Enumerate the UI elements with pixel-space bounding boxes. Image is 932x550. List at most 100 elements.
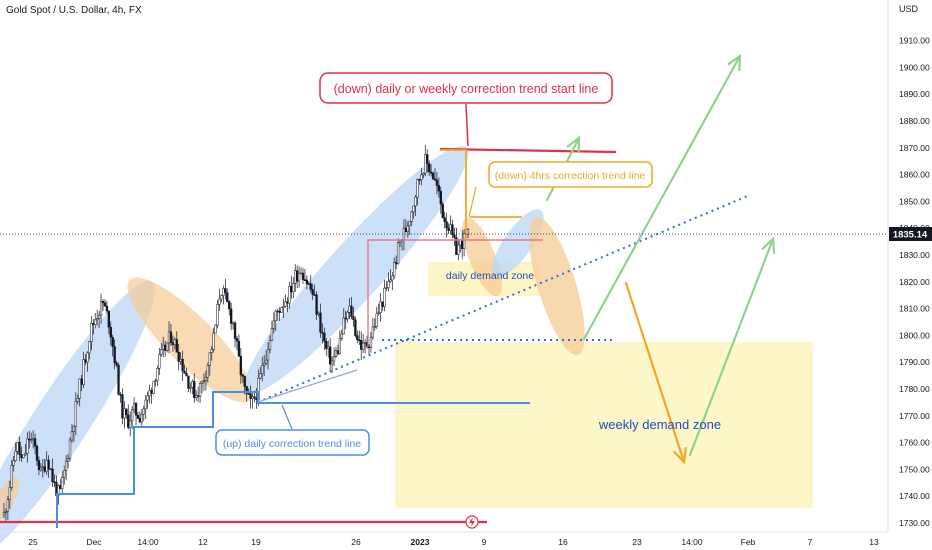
candle xyxy=(424,144,427,177)
candle xyxy=(154,378,157,387)
candle xyxy=(301,267,305,285)
candle xyxy=(187,375,190,393)
candle xyxy=(125,408,128,419)
candlestick-series xyxy=(2,144,470,521)
candle xyxy=(466,227,470,239)
candle xyxy=(276,308,279,321)
x-tick-label: 14:00 xyxy=(137,537,159,547)
candle xyxy=(327,340,330,358)
candle xyxy=(445,212,448,238)
candle xyxy=(177,343,180,371)
candle xyxy=(214,324,217,334)
lightning-icon[interactable] xyxy=(465,515,479,529)
candle xyxy=(64,455,68,481)
red-callout-pointer xyxy=(465,103,469,147)
candle xyxy=(204,370,208,391)
y-tick-label: 1860.00 xyxy=(899,170,930,180)
candle xyxy=(418,178,421,185)
candle xyxy=(362,333,365,354)
candle xyxy=(292,277,295,299)
y-tick-label: 1800.00 xyxy=(899,330,930,340)
last-price-tag: 1835.14 xyxy=(889,227,932,241)
candle xyxy=(315,291,318,320)
red-support-line xyxy=(367,239,543,347)
blue-wave-base-line xyxy=(257,369,358,403)
candle xyxy=(383,279,386,312)
candle xyxy=(158,348,161,375)
candle xyxy=(14,442,17,462)
wave-highlights xyxy=(0,145,585,550)
candle xyxy=(231,321,235,330)
candle xyxy=(437,177,441,198)
candle xyxy=(105,300,109,314)
candle xyxy=(410,210,413,226)
candle xyxy=(130,406,134,429)
x-tick-label: 19 xyxy=(251,537,261,547)
blue-step-line xyxy=(56,391,530,528)
x-tick-label: Dec xyxy=(86,537,102,547)
candle xyxy=(24,444,27,456)
blue-callout-text: (up) daily correction trend line xyxy=(223,438,361,450)
wave-ellipse xyxy=(462,217,502,297)
y-tick-label: 1750.00 xyxy=(899,464,930,474)
candle xyxy=(49,468,52,471)
candle xyxy=(358,330,361,346)
candle xyxy=(325,338,328,356)
y-tick-label: 1890.00 xyxy=(899,89,930,99)
candle xyxy=(123,401,126,429)
candle xyxy=(195,390,198,401)
candle xyxy=(210,346,213,361)
orange-callout: (down) 4hrs correction trend line xyxy=(488,161,653,188)
candle xyxy=(109,321,112,346)
candle xyxy=(121,388,124,425)
candle xyxy=(449,215,452,235)
x-tick-label: 7 xyxy=(808,537,813,547)
candle xyxy=(134,402,138,426)
currency-label: USD xyxy=(899,4,919,14)
green-arrow-right xyxy=(688,236,776,457)
candle xyxy=(142,405,145,422)
candle xyxy=(241,373,244,383)
candle xyxy=(198,381,202,403)
candle xyxy=(18,436,21,461)
candle xyxy=(455,227,458,255)
candle xyxy=(68,437,72,462)
candle xyxy=(107,310,110,335)
candle xyxy=(82,351,85,389)
candle xyxy=(387,272,390,292)
candle xyxy=(12,455,15,472)
candle xyxy=(451,219,454,239)
candle xyxy=(305,275,309,290)
candle xyxy=(86,351,89,372)
candle xyxy=(334,346,338,358)
x-tick-label: 9 xyxy=(482,537,487,547)
red-correction-line xyxy=(439,147,617,154)
candle xyxy=(206,362,209,383)
candle xyxy=(412,205,415,219)
candle xyxy=(160,342,163,357)
candle xyxy=(268,335,272,354)
candle xyxy=(338,330,342,355)
y-tick-label: 1900.00 xyxy=(899,62,930,72)
candle xyxy=(381,301,384,312)
x-tick-label: 25 xyxy=(28,537,38,547)
blue-dotted-trend-line xyxy=(257,194,751,403)
candle xyxy=(103,299,107,307)
candle xyxy=(311,283,314,300)
candle xyxy=(346,310,349,323)
candle xyxy=(396,238,400,265)
candle xyxy=(119,391,122,403)
last-price-text: 1835.14 xyxy=(893,230,928,241)
candle xyxy=(2,502,6,519)
candle xyxy=(33,433,37,455)
candle xyxy=(459,238,462,253)
candle xyxy=(309,275,312,293)
candle xyxy=(51,458,54,487)
candle xyxy=(8,480,11,509)
time-axis: 25 Dec 14:00 12 19 26 2023 9 16 23 14:00 Feb 7 13 xyxy=(0,531,888,547)
candle xyxy=(284,294,287,308)
candle xyxy=(226,288,229,303)
weekly-demand-zone xyxy=(395,342,813,508)
candle xyxy=(185,367,188,377)
